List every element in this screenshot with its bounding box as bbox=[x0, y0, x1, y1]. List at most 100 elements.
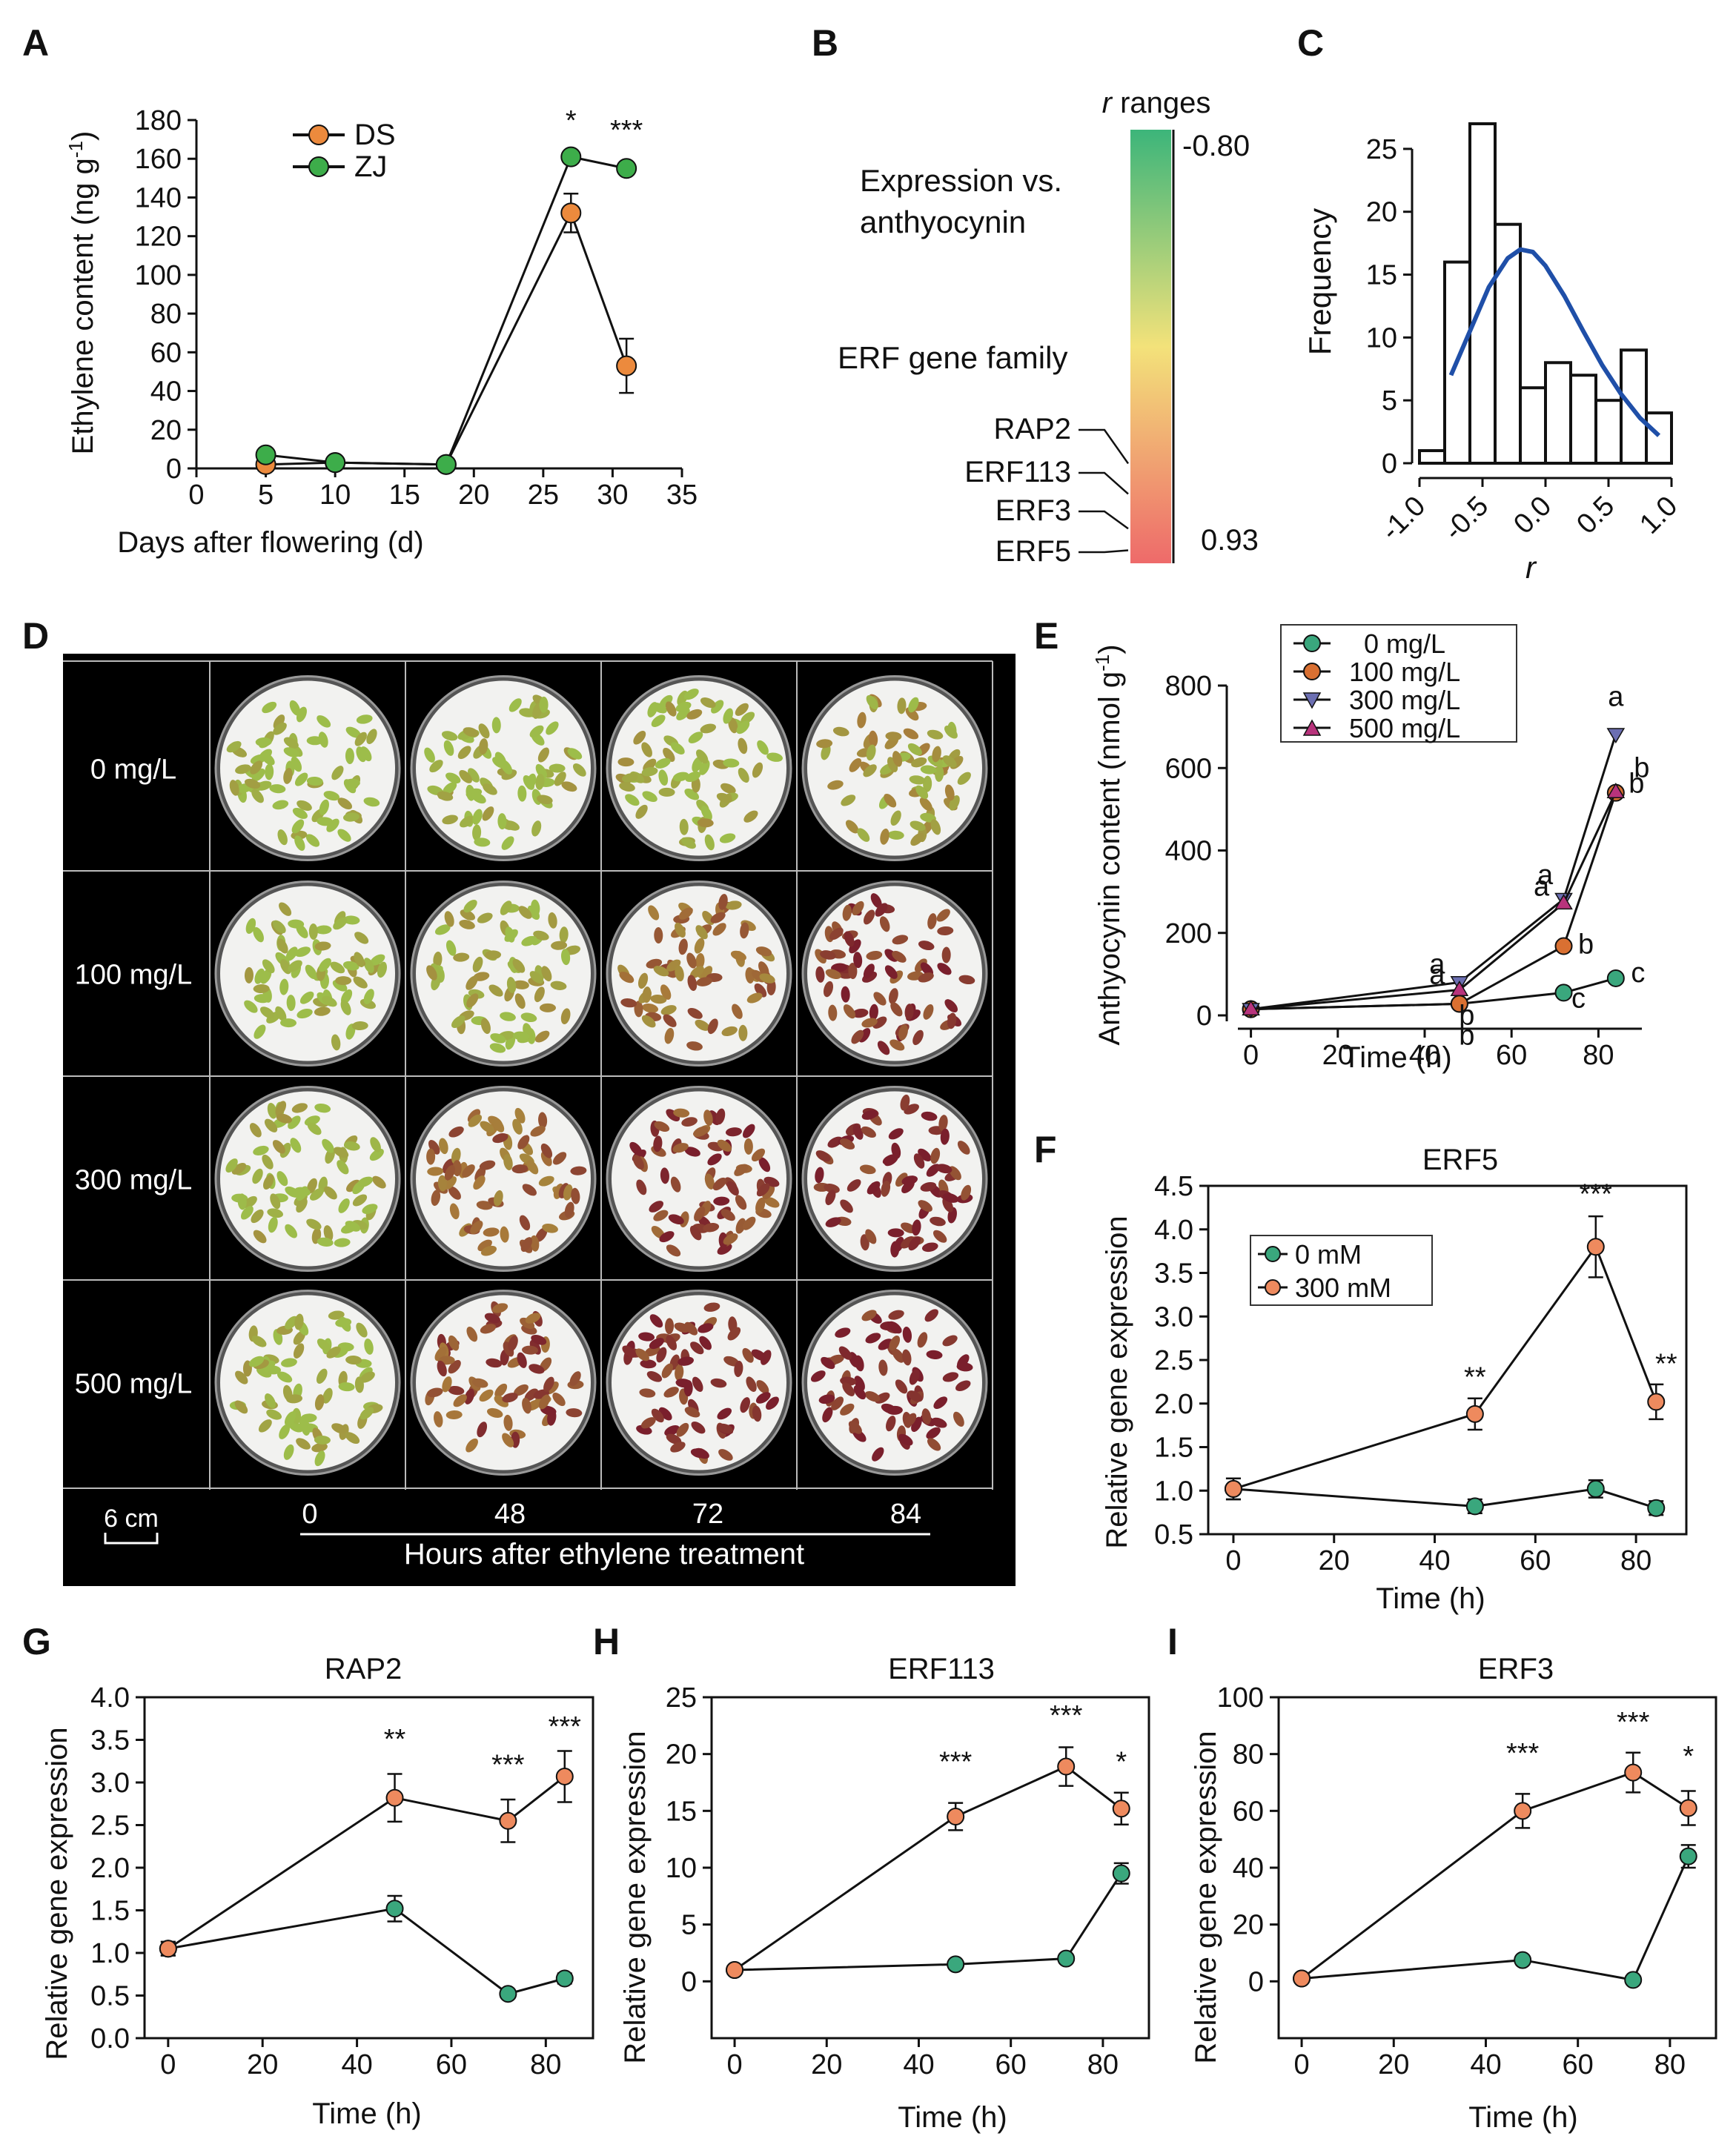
series-ds-line bbox=[265, 210, 628, 466]
fruit bbox=[229, 780, 239, 796]
group-letter: a bbox=[1537, 860, 1554, 891]
fruit bbox=[666, 1335, 677, 1350]
fruit bbox=[335, 976, 352, 986]
fruit bbox=[552, 1152, 567, 1165]
fruit bbox=[658, 1407, 672, 1421]
fruit bbox=[337, 1160, 349, 1175]
x-tick-label: 0 bbox=[160, 2049, 176, 2080]
legend-marker-ds bbox=[308, 125, 329, 145]
histogram-bar bbox=[1519, 386, 1547, 465]
fruit bbox=[735, 1218, 746, 1234]
fruit bbox=[462, 1164, 475, 1178]
fruit bbox=[666, 1109, 680, 1122]
fruit bbox=[326, 1346, 341, 1359]
significance-label: *** bbox=[1506, 1738, 1540, 1769]
fruit bbox=[696, 749, 709, 764]
fruit bbox=[735, 1195, 747, 1210]
fruit bbox=[675, 922, 686, 938]
fruit bbox=[483, 783, 497, 795]
fruit bbox=[244, 1000, 258, 1013]
fruit bbox=[517, 1352, 527, 1368]
fruit bbox=[958, 975, 975, 984]
fruit bbox=[283, 768, 293, 784]
fruit bbox=[700, 697, 716, 709]
fruit bbox=[670, 1176, 681, 1193]
fruit bbox=[636, 1179, 647, 1195]
fruit bbox=[316, 1368, 328, 1384]
fruit bbox=[437, 791, 454, 801]
fruit bbox=[309, 1188, 324, 1201]
x-tick-label: 20 bbox=[1378, 2049, 1409, 2080]
fruit bbox=[697, 818, 714, 828]
fruit bbox=[953, 1411, 964, 1427]
fruit bbox=[949, 1166, 961, 1181]
fruit bbox=[522, 1397, 531, 1414]
fruit bbox=[317, 715, 331, 728]
fruit bbox=[262, 959, 275, 974]
y-tick-label: 2.5 bbox=[1154, 1345, 1193, 1376]
fruit bbox=[466, 1438, 478, 1453]
fruit bbox=[426, 1148, 436, 1165]
legend-label-300mm: 300 mM bbox=[1295, 1273, 1391, 1303]
fruit bbox=[718, 1232, 728, 1249]
fruit bbox=[468, 1114, 483, 1127]
fruit bbox=[262, 1154, 274, 1170]
panel-b-text-line-1: Expression vs. bbox=[860, 163, 1062, 198]
legend-marker-300mg bbox=[1302, 692, 1322, 709]
significance-label: * bbox=[1683, 1741, 1694, 1772]
fruit bbox=[942, 1372, 959, 1382]
fruit bbox=[318, 958, 331, 972]
fruit bbox=[738, 737, 748, 754]
fruit bbox=[930, 819, 941, 835]
fruit bbox=[848, 963, 858, 980]
fruit bbox=[377, 961, 387, 978]
fruit bbox=[758, 961, 769, 977]
series-2-point bbox=[1606, 728, 1626, 744]
fruit bbox=[908, 1236, 921, 1251]
fruit bbox=[741, 712, 755, 724]
fruit bbox=[244, 778, 261, 789]
fruit bbox=[290, 1138, 302, 1153]
fruit bbox=[698, 1323, 714, 1333]
fruit bbox=[689, 1225, 702, 1241]
fruit bbox=[686, 952, 697, 969]
fruit bbox=[904, 1413, 917, 1427]
fruit bbox=[326, 818, 339, 832]
fruit bbox=[306, 777, 323, 786]
fruit bbox=[244, 966, 254, 984]
fruit bbox=[482, 806, 494, 821]
fruit bbox=[852, 1124, 864, 1140]
panel-letter-g: G bbox=[22, 1621, 51, 1662]
fruit bbox=[276, 938, 288, 954]
series-2-line bbox=[1250, 734, 1617, 1011]
panel-h-ylabel: Relative gene expression bbox=[619, 1731, 652, 2063]
series-control-line bbox=[1233, 1487, 1657, 1510]
fruit bbox=[908, 697, 919, 713]
fruit bbox=[703, 1223, 720, 1233]
fruit bbox=[286, 995, 296, 1012]
fruit bbox=[502, 1433, 514, 1447]
fruit bbox=[561, 949, 571, 966]
histogram-bar bbox=[1468, 122, 1497, 465]
fruit bbox=[502, 1393, 518, 1403]
fruit bbox=[944, 725, 958, 739]
fruit bbox=[366, 729, 377, 744]
fruit bbox=[520, 1012, 537, 1023]
panel-i-marks: ******* bbox=[1293, 1707, 1697, 1989]
fruit bbox=[441, 731, 458, 741]
fruit bbox=[670, 1442, 686, 1453]
fruit bbox=[727, 1327, 741, 1341]
group-letter: a bbox=[1429, 960, 1445, 991]
fruit bbox=[942, 1193, 959, 1203]
fruit bbox=[535, 773, 545, 790]
fruit bbox=[322, 995, 337, 1007]
fruit bbox=[457, 746, 471, 760]
gene-leader-line bbox=[1079, 549, 1129, 554]
fruit bbox=[641, 742, 652, 757]
fruit bbox=[295, 946, 311, 958]
fruit bbox=[529, 1364, 545, 1374]
series-treated-point bbox=[1112, 1800, 1130, 1818]
fruit bbox=[245, 918, 256, 934]
fruit bbox=[670, 742, 685, 754]
